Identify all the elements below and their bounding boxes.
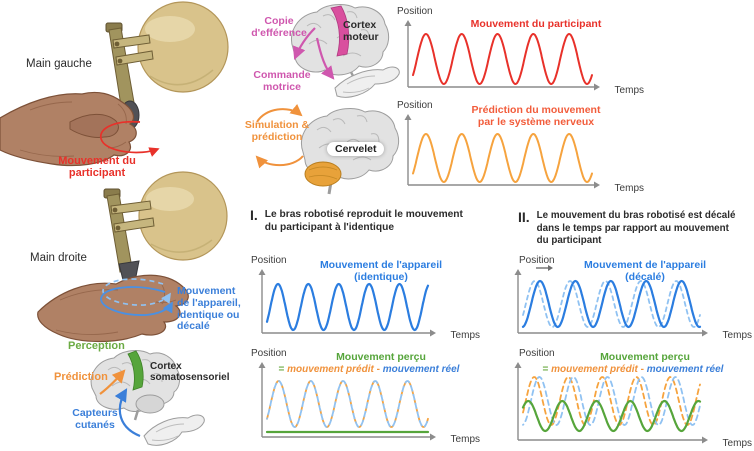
chart-mouvement-participant: Position Mouvement du participant Temps [396, 6, 646, 98]
subtitle-equals: = [278, 364, 285, 375]
subtitle-reel: mouvement réel [646, 364, 724, 375]
y-axis-label: Position [397, 100, 433, 111]
section-one-numeral: I. [250, 207, 258, 223]
label-copie-efference: Copie d'efférence [251, 15, 307, 39]
chart-title: Mouvement de l'appareil (identique) [284, 259, 478, 284]
robotic-arm-device-bottom [103, 171, 228, 296]
x-axis-label: Temps [614, 183, 644, 194]
motor-command-arrow [315, 37, 335, 80]
chart-appareil-decale: Position Mouvement de l'appareil (décalé… [506, 255, 754, 343]
label-prediction: Prédiction [54, 371, 108, 383]
label-mouvement-participant: Mouvement du participant [58, 155, 136, 180]
label-cortex-moteur: Cortex moteur [343, 19, 379, 43]
label-simulation-prediction: Simulation & prédiction [244, 119, 310, 143]
chart-title-line1: Mouvement de l'appareil [319, 259, 443, 271]
chart-title: Mouvement du participant [470, 18, 602, 30]
subtitle-minus: - [376, 364, 380, 375]
y-axis-label: Position [251, 255, 287, 266]
subtitle-equals: = [542, 364, 549, 375]
chart-appareil-identique: Position Mouvement de l'appareil (identi… [250, 255, 482, 343]
subtitle-reel: mouvement réel [382, 364, 460, 375]
chart-title: Mouvement perçu [336, 351, 426, 363]
robotic-arm-device-top [105, 1, 229, 130]
chart-title: Mouvement de l'appareil (décalé) [540, 259, 750, 284]
x-axis-label: Temps [722, 438, 752, 449]
chart-mouvement-percu-decale: Position Mouvement perçu = mouvement pré… [506, 348, 754, 451]
motor-hand-illustration [334, 66, 400, 98]
simulation-cycle-arrow-bottom [255, 155, 304, 169]
chart-mouvement-percu-identique: Position Mouvement perçu = mouvement pré… [250, 348, 482, 447]
y-axis-label: Position [519, 255, 555, 266]
chart-title: Prédiction du mouvement par le système n… [471, 104, 601, 129]
x-axis-label: Temps [450, 434, 480, 445]
chart-prediction-mouvement: Position Prédiction du mouvement par le … [396, 100, 646, 196]
chart-title-line1: Mouvement de l'appareil [583, 259, 707, 271]
section-two-numeral: II. [518, 209, 530, 225]
section-one-text: Le bras robotisé reproduit le mouvement … [264, 209, 463, 234]
right-hand-illustration [37, 274, 189, 343]
subtitle-predit: mouvement prédit [551, 364, 638, 375]
section-two-header: II. Le mouvement du bras robotisé est dé… [518, 210, 735, 248]
x-axis-label: Temps [450, 330, 480, 341]
label-perception: Perception [68, 340, 125, 352]
device-motion-arrow-dashed [102, 278, 171, 306]
label-main-droite: Main droite [30, 252, 87, 264]
label-mouvement-appareil: Mouvement de l'appareil, identique ou dé… [177, 285, 241, 333]
y-axis-label: Position [397, 6, 433, 17]
section-one-header: I. Le bras robotisé reproduit le mouveme… [250, 208, 463, 235]
participant-motion-arrow [99, 120, 160, 157]
chart-title-line2: (décalé) [625, 271, 665, 284]
chart-subtitle: = mouvement prédit - mouvement réel [512, 364, 754, 375]
chart-title: Mouvement perçu [600, 351, 690, 363]
subtitle-predit: mouvement prédit [287, 364, 374, 375]
label-cortex-somatosensoriel: Cortex somatosensoriel [150, 361, 230, 384]
label-cervelet: Cervelet [327, 142, 385, 156]
chart-subtitle: = mouvement prédit - mouvement réel [256, 364, 482, 375]
label-capteurs-cutanes: Capteurs cutanés [72, 407, 118, 431]
device-motion-arrow-solid [100, 286, 173, 316]
sensor-hand-illustration [143, 414, 205, 446]
x-axis-label: Temps [614, 85, 644, 96]
y-axis-label: Position [519, 348, 555, 359]
label-main-gauche: Main gauche [26, 58, 92, 70]
label-commande-motrice: Commande motrice [253, 69, 311, 93]
x-axis-label: Temps [722, 330, 752, 341]
y-axis-label: Position [251, 348, 287, 359]
chart-title-line2: (identique) [354, 271, 408, 284]
section-two-text: Le mouvement du bras robotisé est décalé… [536, 210, 736, 247]
subtitle-minus: - [640, 364, 644, 375]
